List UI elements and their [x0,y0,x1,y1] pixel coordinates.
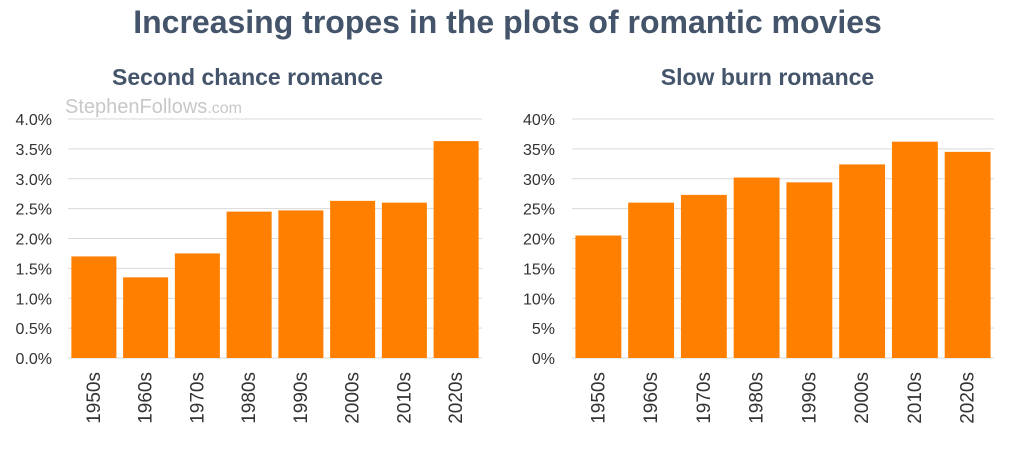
y-tick-label: 3.5% [16,142,52,159]
chart-panel-slow-burn: Slow burn romance 0% 5% 10% 15% 20% 25% 30% 35%… [507,58,1014,453]
x-tick-label: 1950s [588,372,609,424]
x-tick-label: 1960s [136,372,157,424]
x-tick-label: 2000s [343,372,364,424]
bar-1950s [575,235,622,358]
y-tick-label: 30% [523,172,555,189]
x-tick-label: 1960s [641,372,662,424]
bar-1990s [786,182,833,358]
y-tick-label: 1.5% [16,261,52,278]
x-tick-label: 1980s [239,372,260,424]
chart-panel-second-chance: Second chance romance 0.0% 0.5% 1.0% 1.5% 2.… [0,58,507,453]
y-tick-label: 0.5% [16,321,52,338]
chart-title: Slow burn romance [660,64,875,90]
main-title: Increasing tropes in the plots of romant… [133,4,882,40]
y-tick-label: 2.5% [16,202,52,219]
y-tick-label: 20% [523,232,555,249]
bar-2010s [381,202,427,358]
y-tick-label: 10% [523,291,555,308]
bar-1990s [278,210,324,358]
chart-title: Second chance romance [112,64,383,90]
x-tick-label: 1970s [694,372,715,424]
x-tick-label: 2010s [905,372,926,424]
y-tick-label: 15% [523,261,555,278]
bar-2000s [330,200,376,358]
bar-2020s [433,141,479,358]
x-tick-label: 2020s [446,372,467,424]
bar-2000s [839,164,886,358]
bar-1980s [226,211,272,358]
y-tick-label: 5% [532,321,555,338]
x-tick-label: 2020s [958,372,979,424]
x-tick-label: 1970s [187,372,208,424]
bar-2010s [891,141,938,358]
bar-2020s [944,151,991,358]
bar-chart-slow-burn: 0% 5% 10% 15% 20% 25% 30% 35% 40% 1950s 1960s 1970s… [523,112,994,424]
y-tick-label: 2.0% [16,232,52,249]
watermark-name: StephenFollows [65,96,208,118]
x-tick-label: 1990s [291,372,312,424]
watermark-suffix: .com [207,100,242,117]
y-tick-label: 0.0% [16,351,52,368]
y-tick-label: 3.0% [16,172,52,189]
bar-1970s [680,194,727,358]
y-tick-label: 1.0% [16,291,52,308]
y-tick-label: 40% [523,112,555,129]
y-tick-label: 35% [523,142,555,159]
y-tick-label: 25% [523,202,555,219]
x-tick-label: 2010s [394,372,415,424]
bar-1980s [733,177,780,358]
y-tick-label: 0% [532,351,555,368]
bar-1960s [123,277,169,358]
bar-1960s [628,202,675,358]
x-tick-label: 1980s [747,372,768,424]
x-tick-label: 1990s [799,372,820,424]
y-tick-label: 4.0% [16,112,52,129]
watermark: StephenFollows.com [65,96,242,119]
bar-1970s [174,253,220,358]
x-tick-label: 2000s [852,372,873,424]
bar-1950s [71,256,117,358]
x-tick-label: 1950s [84,372,105,424]
bar-chart-second-chance: 0.0% 0.5% 1.0% 1.5% 2.0% 2.5% 3.0% 3.5% 4.0% 1950… [16,112,482,424]
